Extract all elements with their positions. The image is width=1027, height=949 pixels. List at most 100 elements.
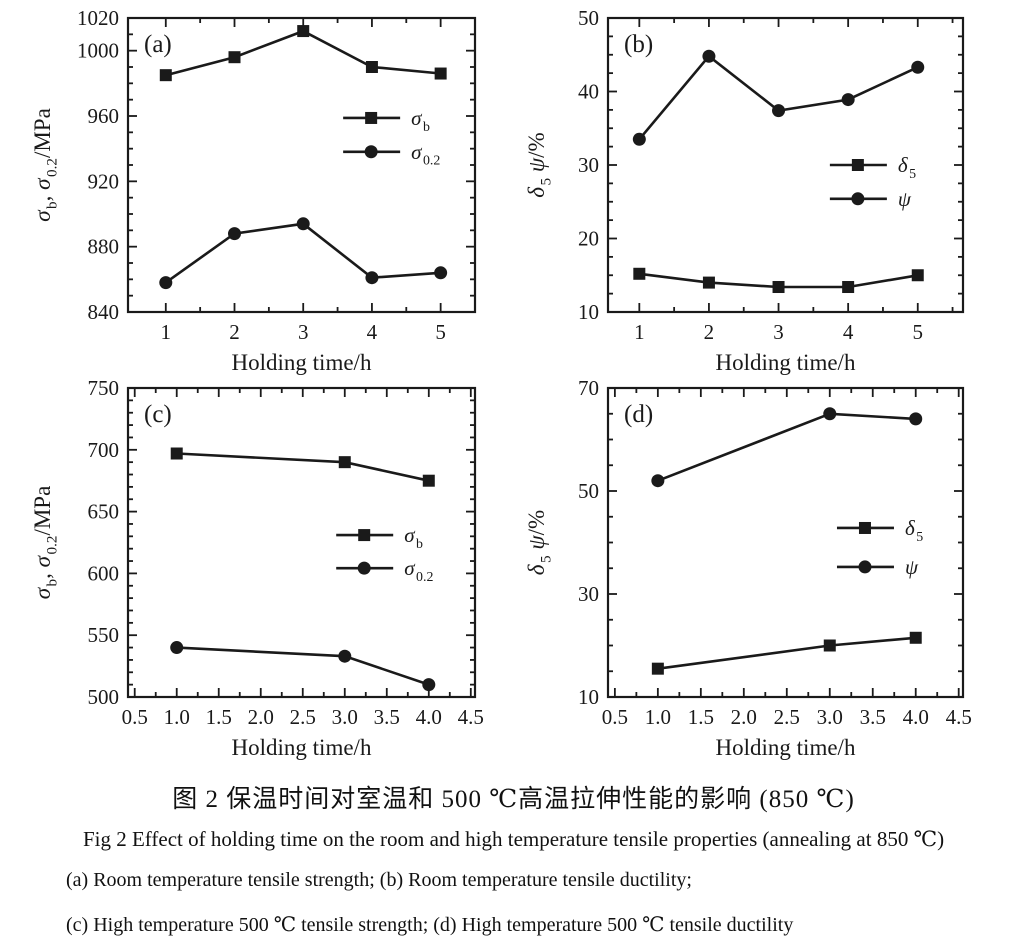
plot-frame: [606, 16, 965, 314]
series-σ_0.2: [170, 641, 436, 692]
svg-text:4.5: 4.5: [946, 705, 972, 729]
series-σ_0.2: [159, 217, 448, 290]
chart-panel-c: 0.5 1.0 1.5 2.0 2.5 3.0 3.5 4.0 4.5 500 550 600 650 7…: [10, 376, 502, 770]
svg-text:4.0: 4.0: [903, 705, 929, 729]
svg-text:5: 5: [435, 320, 446, 344]
svg-text:δ5: δ5: [905, 516, 923, 545]
svg-text:1020: 1020: [77, 8, 119, 30]
svg-text:2: 2: [704, 320, 715, 344]
chart-panel-a: 1 2 3 4 5 840 880 920 960 1000 1020 (a) Holding time…: [10, 6, 502, 385]
svg-text:σb: σb: [411, 106, 430, 135]
svg-text:3.0: 3.0: [332, 705, 358, 729]
svg-text:20: 20: [578, 227, 599, 251]
series-ψ: [632, 49, 925, 146]
svg-text:50: 50: [578, 479, 599, 503]
panel-label: (a): [144, 31, 172, 58]
svg-text:40: 40: [578, 80, 599, 104]
svg-text:ψ: ψ: [905, 555, 919, 579]
svg-text:700: 700: [88, 438, 120, 462]
axis-ticks: [608, 388, 963, 697]
svg-text:10: 10: [578, 685, 599, 709]
svg-text:4: 4: [843, 320, 854, 344]
caption-chinese: 图 2 保温时间对室温和 500 ℃高温拉伸性能的影响 (850 ℃): [172, 786, 855, 813]
legend: σ b σ 0.2: [343, 106, 440, 169]
axis-ticks: [128, 388, 475, 697]
chart-c-svg: 0.5 1.0 1.5 2.0 2.5 3.0 3.5 4.0 4.5 500 550 600 650 7…: [30, 376, 484, 760]
svg-text:ψ: ψ: [898, 187, 912, 211]
panel-label: (c): [144, 401, 172, 428]
chart-b-svg: 1 2 3 4 5 10 20 30 40 50 (b) Holding time/h δ5 ψ/% δ 5…: [524, 6, 965, 375]
svg-text:2.5: 2.5: [290, 705, 316, 729]
svg-text:920: 920: [88, 169, 120, 193]
legend: δ 5 ψ: [829, 153, 916, 211]
svg-text:4: 4: [367, 320, 378, 344]
y-axis-label: σb, σ0.2/MPa: [30, 108, 60, 222]
svg-text:750: 750: [88, 378, 120, 400]
x-axis-label: Holding time/h: [716, 735, 856, 760]
x-axis-label: Holding time/h: [232, 350, 372, 375]
svg-text:3.5: 3.5: [860, 705, 886, 729]
y-axis-label: δ5 ψ/%: [524, 132, 554, 197]
y-axis-label: δ5 ψ/%: [524, 510, 554, 575]
svg-text:30: 30: [578, 153, 599, 177]
legend: σ b σ 0.2: [336, 523, 433, 585]
svg-text:1000: 1000: [77, 39, 119, 63]
svg-text:50: 50: [578, 8, 599, 30]
caption-subfigures-cd: (c) High temperature 500 ℃ tensile stren…: [66, 914, 794, 936]
series-σ_b: [159, 25, 447, 82]
svg-text:2.0: 2.0: [731, 705, 757, 729]
plot-frame: [126, 386, 477, 699]
svg-text:4.5: 4.5: [458, 705, 484, 729]
x-axis-label: Holding time/h: [716, 350, 856, 375]
series-δ_5: [633, 267, 924, 294]
panel-label: (b): [624, 31, 653, 58]
svg-text:1.5: 1.5: [688, 705, 714, 729]
svg-text:2: 2: [229, 320, 240, 344]
svg-text:550: 550: [88, 623, 120, 647]
svg-text:70: 70: [578, 378, 599, 400]
y-axis-label: σb, σ0.2/MPa: [30, 486, 60, 600]
series-σ_b: [170, 447, 435, 487]
svg-text:3: 3: [298, 320, 309, 344]
svg-text:30: 30: [578, 582, 599, 606]
svg-text:1: 1: [161, 320, 172, 344]
svg-text:σ0.2: σ 0.2: [411, 140, 440, 169]
svg-text:0.5: 0.5: [122, 705, 148, 729]
svg-text:1: 1: [634, 320, 645, 344]
svg-text:1.5: 1.5: [206, 705, 232, 729]
svg-text:σ0.2: σ 0.2: [404, 556, 433, 585]
svg-text:650: 650: [88, 500, 120, 524]
svg-text:3: 3: [773, 320, 784, 344]
series-ψ: [651, 407, 923, 488]
x-axis-label: Holding time/h: [232, 735, 372, 760]
caption-english: Fig 2 Effect of holding time on the room…: [82, 827, 945, 851]
svg-text:5: 5: [913, 320, 924, 344]
svg-text:2.5: 2.5: [774, 705, 800, 729]
chart-panel-d: 0.5 1.0 1.5 2.0 2.5 3.0 3.5 4.0 4.5 10 30 50 70 (d) Ho…: [520, 376, 1025, 770]
axis-ticks: [128, 18, 475, 312]
svg-text:σb: σb: [404, 523, 423, 552]
caption-subfigures-ab: (a) Room temperature tensile strength; (…: [66, 869, 692, 891]
svg-text:2.0: 2.0: [248, 705, 274, 729]
svg-text:840: 840: [88, 300, 120, 324]
svg-text:1.0: 1.0: [645, 705, 671, 729]
series-δ_5: [651, 631, 922, 675]
legend: δ 5 ψ: [836, 516, 923, 579]
svg-text:500: 500: [88, 685, 120, 709]
svg-text:3.0: 3.0: [817, 705, 843, 729]
chart-a-svg: 1 2 3 4 5 840 880 920 960 1000 1020 (a) Holding time…: [30, 6, 477, 375]
svg-text:4.0: 4.0: [416, 705, 442, 729]
svg-text:0.5: 0.5: [602, 705, 628, 729]
svg-text:1.0: 1.0: [164, 705, 190, 729]
axis-ticks: [608, 18, 963, 312]
chart-d-svg: 0.5 1.0 1.5 2.0 2.5 3.0 3.5 4.0 4.5 10 30 50 70 (d) Ho…: [524, 376, 972, 760]
svg-text:880: 880: [88, 235, 120, 259]
svg-text:600: 600: [88, 561, 120, 585]
chart-panel-b: 1 2 3 4 5 10 20 30 40 50 (b) Holding time/h δ5 ψ/% δ 5…: [520, 6, 1025, 385]
panel-label: (d): [624, 401, 653, 428]
svg-text:δ5: δ5: [898, 153, 916, 182]
svg-text:960: 960: [88, 104, 120, 128]
svg-text:10: 10: [578, 300, 599, 324]
svg-text:3.5: 3.5: [374, 705, 400, 729]
